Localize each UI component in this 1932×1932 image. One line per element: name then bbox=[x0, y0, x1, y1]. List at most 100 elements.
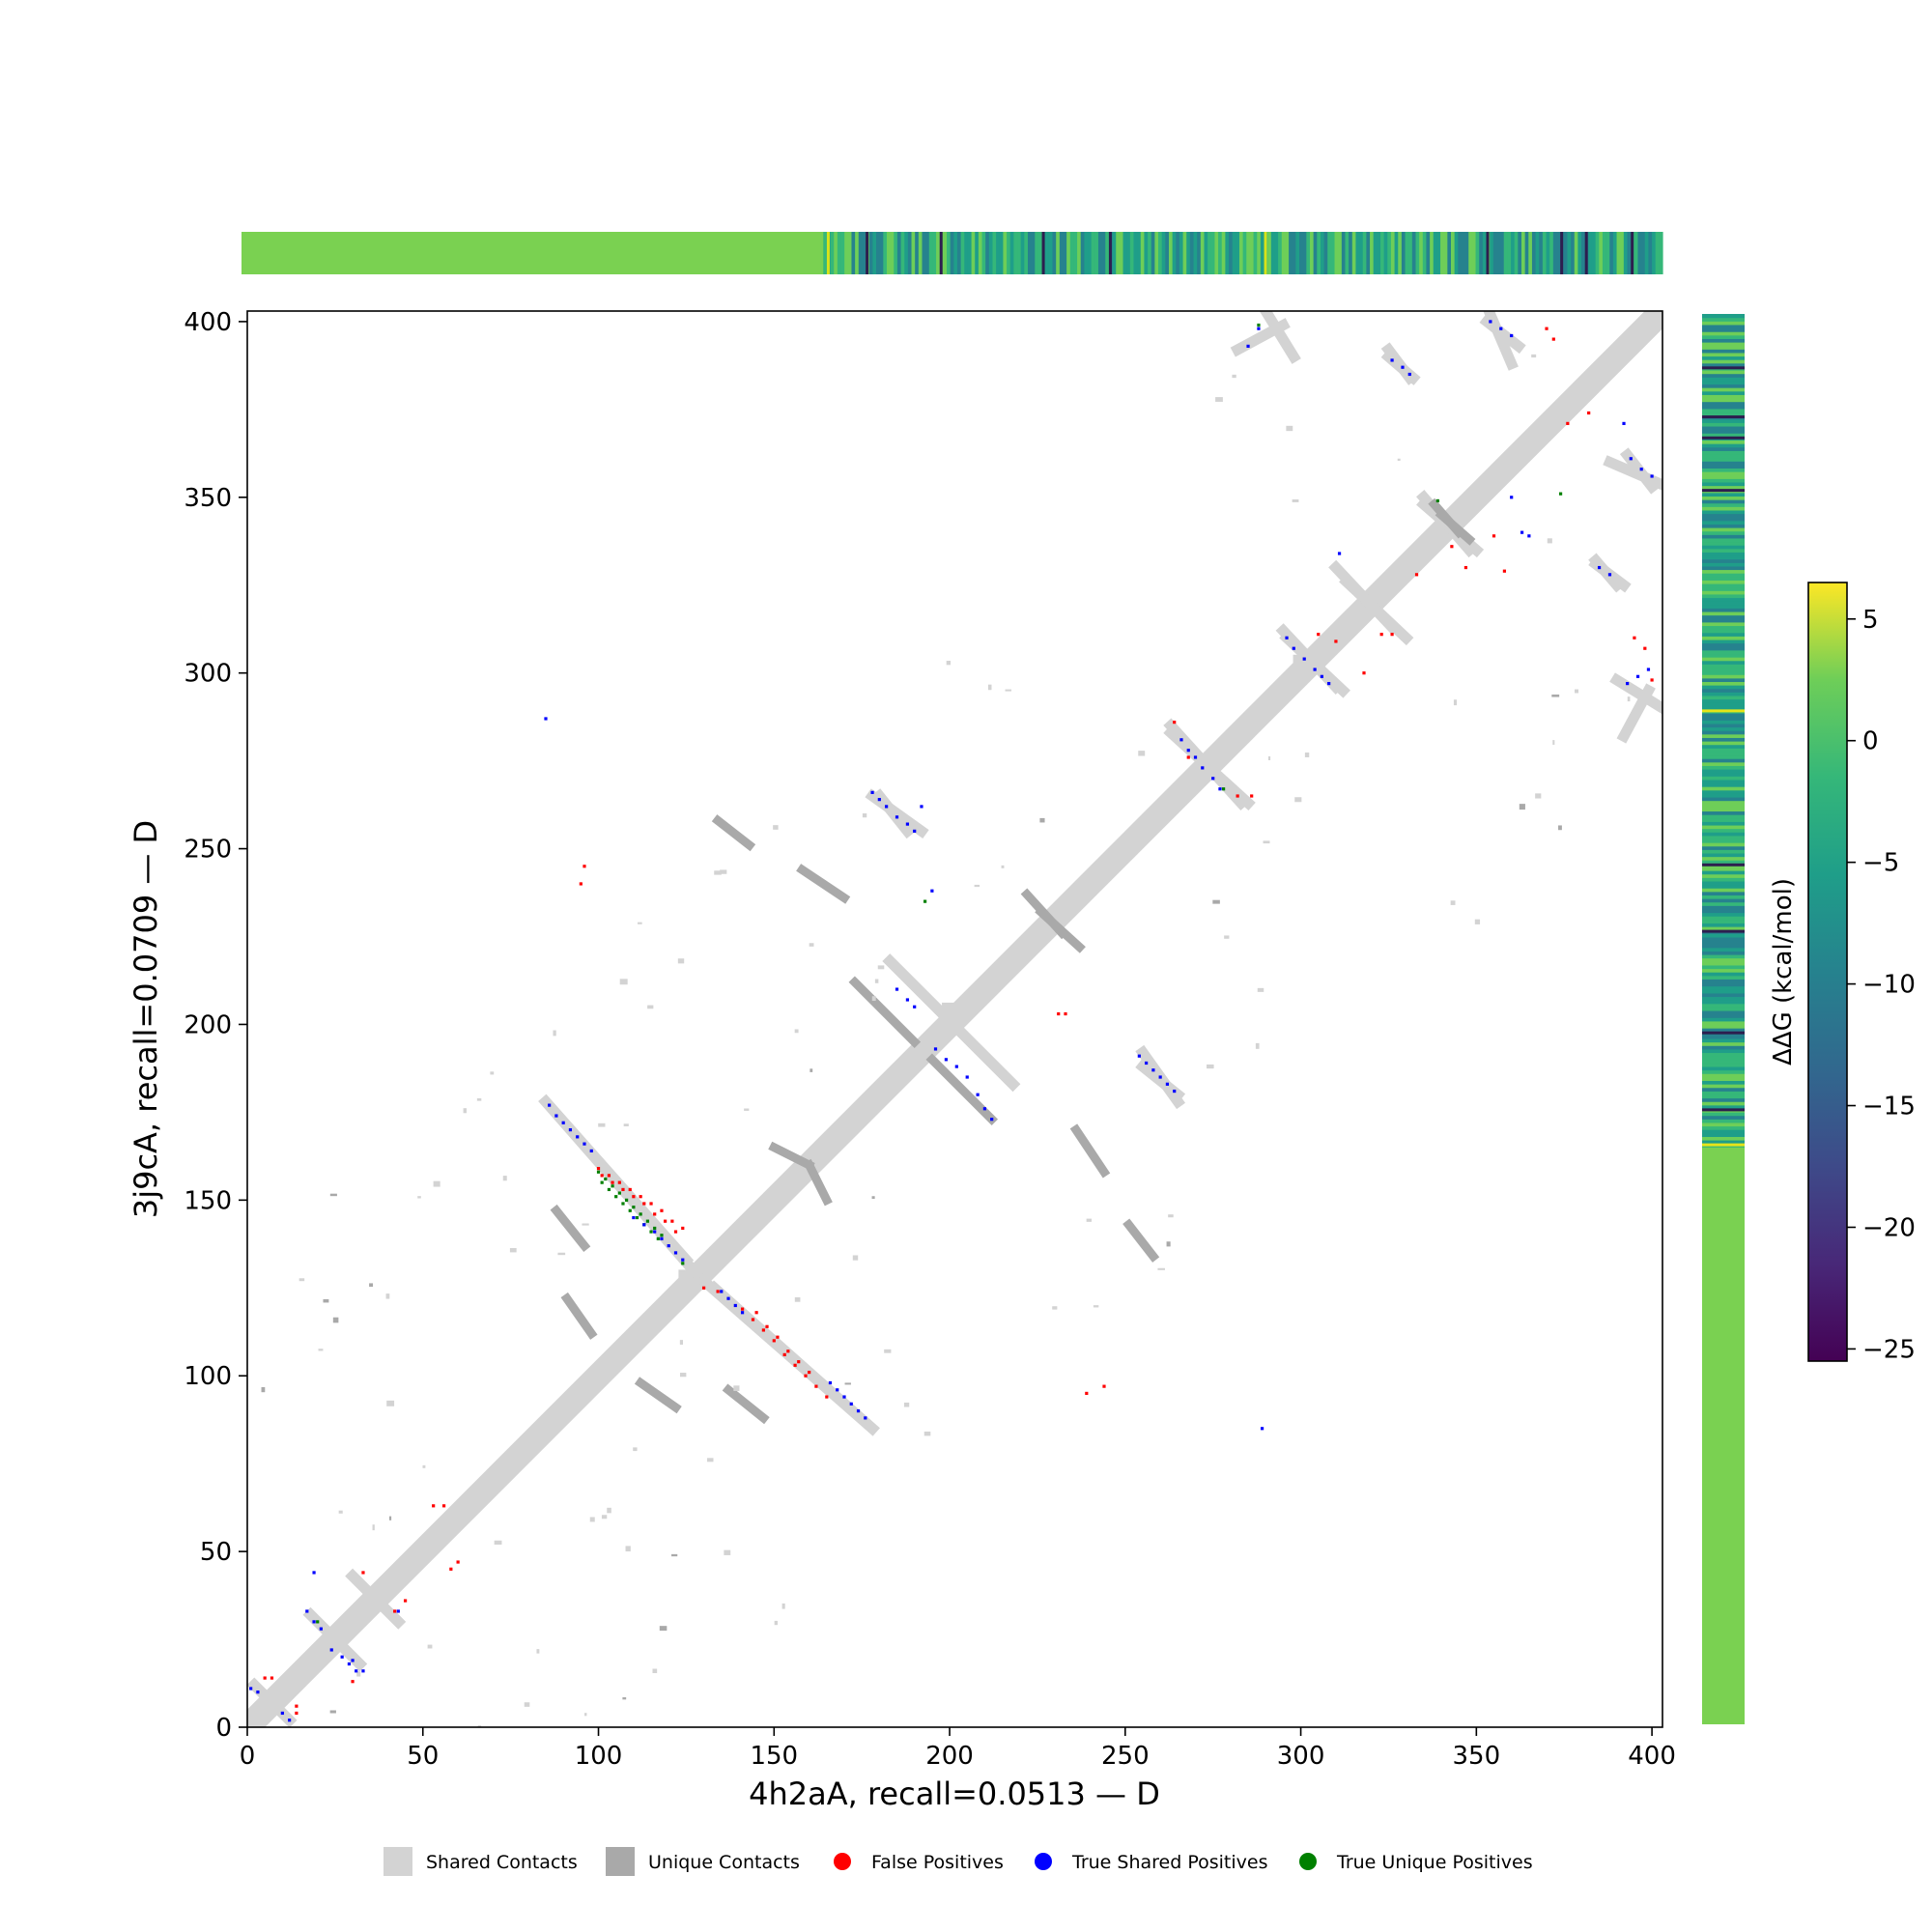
false-positive bbox=[639, 1195, 642, 1199]
colorbar-tick-label: 5 bbox=[1862, 606, 1879, 635]
top-strip-cell bbox=[1066, 232, 1071, 274]
top-strip-cell bbox=[992, 232, 997, 274]
right-strip-cell bbox=[1702, 744, 1745, 749]
right-strip-cell bbox=[1702, 1080, 1745, 1085]
shared-contact bbox=[1267, 755, 1271, 760]
false-positive bbox=[1334, 639, 1338, 643]
right-strip-cell bbox=[1702, 1000, 1745, 1005]
true-shared-positive bbox=[554, 1114, 558, 1118]
right-strip-cell bbox=[1702, 891, 1745, 896]
colorbar: 5 0 −5 −10 −15 −20 −25 ΔΔG (kcal/mol) bbox=[1769, 582, 1916, 1364]
shared-contact bbox=[774, 1620, 778, 1626]
top-strip-cell bbox=[1599, 232, 1604, 274]
top-strip-cell bbox=[1129, 232, 1135, 274]
right-strip-cell bbox=[1702, 877, 1745, 882]
shared-contact bbox=[1257, 987, 1264, 992]
top-strip-cell bbox=[890, 232, 895, 274]
true-shared-positive bbox=[920, 805, 923, 809]
shared-contact bbox=[524, 1702, 530, 1707]
top-strip-cell bbox=[1468, 232, 1473, 274]
unique-contact-streak bbox=[711, 814, 756, 852]
top-strip-cell bbox=[985, 232, 990, 274]
true-shared-positive bbox=[905, 822, 910, 826]
shared-contact bbox=[553, 1030, 556, 1037]
false-positive bbox=[1502, 569, 1507, 573]
top-strip-cell bbox=[1612, 232, 1618, 274]
right-strip-cell bbox=[1702, 873, 1745, 878]
right-strip-cell bbox=[1702, 1063, 1745, 1067]
true-shared-positive bbox=[288, 1719, 292, 1722]
shared-contact bbox=[1552, 740, 1555, 745]
true-unique-positive bbox=[632, 1206, 636, 1209]
false-positive bbox=[351, 1680, 355, 1684]
right-strip-cell bbox=[1702, 677, 1745, 683]
shared-contact bbox=[987, 684, 992, 691]
right-strip-cell bbox=[1702, 453, 1745, 459]
top-strip-cell bbox=[1652, 232, 1657, 274]
right-strip-cell bbox=[1702, 362, 1745, 367]
top-strip-cell bbox=[1349, 232, 1353, 274]
false-positive bbox=[751, 1318, 755, 1321]
top-strip-cell bbox=[1659, 232, 1663, 274]
true-shared-positive bbox=[877, 798, 881, 802]
false-positive bbox=[1173, 721, 1177, 724]
false-positive bbox=[596, 1167, 601, 1171]
top-strip-cell bbox=[1394, 232, 1399, 274]
shared-contact bbox=[1294, 797, 1302, 803]
contact-map-plot bbox=[246, 310, 1663, 1728]
right-strip-cell bbox=[1702, 355, 1745, 360]
unique-contact-streak bbox=[1428, 497, 1465, 539]
right-strip-cell bbox=[1702, 534, 1745, 539]
top-strip-cell bbox=[947, 232, 952, 274]
false-positive bbox=[1236, 794, 1239, 798]
top-strip-cell bbox=[971, 232, 976, 274]
true-shared-positive bbox=[660, 1236, 664, 1240]
false-positive bbox=[295, 1704, 298, 1708]
right-strip-cell bbox=[1702, 1132, 1745, 1137]
true-shared-positive bbox=[1151, 1068, 1155, 1072]
top-strip-cell bbox=[904, 232, 909, 274]
top-strip-cell bbox=[915, 232, 920, 274]
true-unique-positive bbox=[316, 1620, 320, 1624]
shared-contact bbox=[874, 979, 879, 983]
true-shared-positive bbox=[1337, 552, 1342, 555]
top-strip-cell bbox=[1193, 232, 1198, 274]
top-strip-cell bbox=[1500, 232, 1505, 274]
true-unique-positive bbox=[1558, 492, 1563, 496]
true-shared-positive bbox=[1302, 657, 1306, 661]
right-strip-cell bbox=[1702, 408, 1745, 413]
right-strip-cell bbox=[1702, 580, 1745, 584]
top-strip-cell bbox=[1017, 232, 1022, 274]
top-strip-cell bbox=[1313, 232, 1318, 274]
false-positive bbox=[701, 1286, 706, 1290]
false-positive bbox=[660, 1208, 664, 1212]
false-positive bbox=[681, 1226, 685, 1231]
top-strip-cell bbox=[1584, 232, 1588, 274]
right-strip-cell bbox=[1702, 502, 1745, 507]
right-strip-cell bbox=[1702, 981, 1745, 987]
right-strip-cell bbox=[1702, 597, 1745, 602]
true-shared-positive bbox=[930, 889, 934, 893]
top-strip-cell bbox=[1644, 232, 1649, 274]
unique-contact bbox=[671, 1553, 678, 1557]
right-strip-cell bbox=[1702, 1065, 1745, 1071]
contacts-layer bbox=[247, 311, 1662, 1727]
false-positive bbox=[1317, 633, 1321, 637]
right-strip-cell bbox=[1702, 604, 1745, 609]
top-strip-cell bbox=[1398, 232, 1403, 274]
right-strip-cell bbox=[1702, 380, 1745, 385]
true-shared-positive bbox=[256, 1690, 260, 1694]
true-shared-positive bbox=[982, 1107, 986, 1111]
right-strip-cell bbox=[1702, 433, 1745, 438]
top-strip-cell bbox=[866, 232, 869, 274]
unique-contact-streak bbox=[796, 864, 851, 904]
unique-contact-streak bbox=[925, 1053, 999, 1126]
top-strip-cell bbox=[981, 232, 986, 274]
colorbar-tick-label: −5 bbox=[1862, 849, 1899, 878]
shared-contact bbox=[318, 1349, 324, 1351]
shared-contact bbox=[477, 1725, 482, 1727]
right-strip-cell bbox=[1702, 1052, 1745, 1057]
top-strip-cell bbox=[1295, 232, 1300, 274]
shared-contact-streak bbox=[696, 1273, 880, 1436]
true-shared-positive bbox=[312, 1620, 316, 1624]
